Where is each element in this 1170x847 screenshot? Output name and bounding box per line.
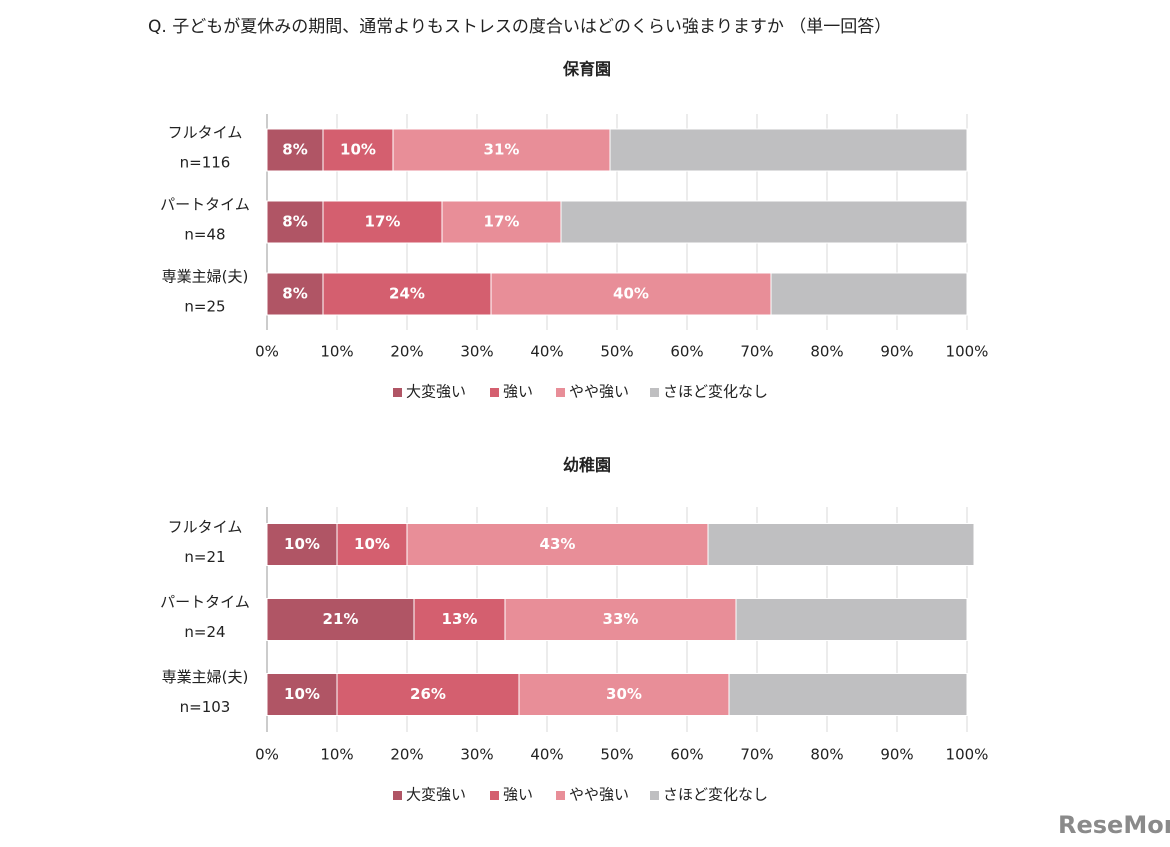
value-label: 26%: [410, 685, 446, 703]
bar-segment: [266, 200, 324, 244]
legend-swatch: [490, 791, 499, 800]
value-label: 10%: [354, 535, 390, 553]
x-tick-label: 0%: [255, 343, 279, 361]
category-label: 専業主婦(夫): [162, 268, 249, 286]
bar-segment: [728, 673, 968, 716]
value-label: 17%: [484, 213, 520, 231]
legend-swatch: [650, 388, 659, 397]
value-label: 31%: [484, 141, 520, 159]
x-tick-label: 60%: [670, 343, 703, 361]
legend-swatch: [556, 791, 565, 800]
legend-swatch: [490, 388, 499, 397]
x-tick-label: 20%: [390, 746, 423, 764]
bar-segment: [441, 200, 562, 244]
legend-label: やや強い: [569, 786, 629, 804]
x-tick-label: 10%: [320, 343, 353, 361]
category-label: フルタイム: [168, 124, 243, 142]
legend-swatch: [556, 388, 565, 397]
bar-segment: [609, 128, 968, 172]
bar-segment: [735, 598, 968, 641]
legend-label: 強い: [503, 786, 533, 804]
category-label: 専業主婦(夫): [162, 668, 249, 686]
legend-label: 強い: [503, 383, 533, 401]
x-tick-label: 30%: [460, 343, 493, 361]
x-tick-label: 90%: [880, 343, 913, 361]
bar-segment: [392, 128, 611, 172]
legend-label: 大変強い: [406, 383, 466, 401]
watermark: ReseMom: [1058, 811, 1170, 839]
bar-segment: [770, 272, 968, 316]
legend-label: やや強い: [569, 383, 629, 401]
x-tick-label: 50%: [600, 746, 633, 764]
category-label: パートタイム: [160, 196, 250, 214]
value-label: 10%: [284, 535, 320, 553]
bar-segment: [406, 523, 709, 566]
bar-segment: [266, 128, 324, 172]
x-tick-label: 80%: [810, 746, 843, 764]
value-label: 17%: [365, 213, 401, 231]
bar-segment: [322, 128, 394, 172]
value-label: 33%: [603, 610, 639, 628]
category-label: フルタイム: [168, 518, 243, 536]
x-tick-label: 30%: [460, 746, 493, 764]
chart-title: 幼稚園: [563, 456, 611, 475]
bar-segment: [518, 673, 730, 716]
sample-size: n=103: [180, 698, 231, 716]
x-tick-label: 90%: [880, 746, 913, 764]
bar-segment: [413, 598, 506, 641]
legend-swatch: [393, 388, 402, 397]
x-tick-label: 40%: [530, 343, 563, 361]
page-title: Q. 子どもが夏休みの期間、通常よりもストレスの度合いはどのくらい強まりますか …: [148, 17, 891, 37]
x-tick-label: 80%: [810, 343, 843, 361]
x-tick-label: 50%: [600, 343, 633, 361]
sample-size: n=24: [184, 623, 225, 641]
bar-segment: [266, 673, 338, 716]
x-tick-label: 0%: [255, 746, 279, 764]
bar-segment: [336, 523, 408, 566]
value-label: 43%: [540, 535, 576, 553]
bar-segment: [560, 200, 968, 244]
sample-size: n=25: [184, 298, 225, 316]
legend-label: さほど変化なし: [663, 383, 768, 401]
value-label: 10%: [284, 685, 320, 703]
value-label: 13%: [442, 610, 478, 628]
value-label: 8%: [282, 141, 307, 159]
value-label: 30%: [606, 685, 642, 703]
bar-segment: [336, 673, 520, 716]
x-tick-label: 10%: [320, 746, 353, 764]
bar-segment: [322, 200, 443, 244]
legend-swatch: [393, 791, 402, 800]
x-tick-label: 100%: [946, 343, 989, 361]
bar-segment: [490, 272, 772, 316]
bar-segment: [266, 272, 324, 316]
sample-size: n=48: [184, 226, 225, 244]
bar-segment: [504, 598, 737, 641]
x-tick-label: 70%: [740, 343, 773, 361]
value-label: 8%: [282, 285, 307, 303]
chart-title: 保育園: [562, 60, 611, 79]
legend-label: さほど変化なし: [663, 786, 768, 804]
legend-label: 大変強い: [406, 786, 466, 804]
value-label: 8%: [282, 213, 307, 231]
legend-swatch: [650, 791, 659, 800]
value-label: 21%: [323, 610, 359, 628]
value-label: 24%: [389, 285, 425, 303]
value-label: 40%: [613, 285, 649, 303]
sample-size: n=21: [184, 548, 225, 566]
x-tick-label: 20%: [390, 343, 423, 361]
bar-segment: [266, 523, 338, 566]
value-label: 10%: [340, 141, 376, 159]
bar-segment: [266, 598, 415, 641]
category-label: パートタイム: [160, 593, 250, 611]
x-tick-label: 40%: [530, 746, 563, 764]
bar-segment: [707, 523, 975, 566]
x-tick-label: 100%: [946, 746, 989, 764]
sample-size: n=116: [180, 154, 231, 172]
x-tick-label: 70%: [740, 746, 773, 764]
x-tick-label: 60%: [670, 746, 703, 764]
